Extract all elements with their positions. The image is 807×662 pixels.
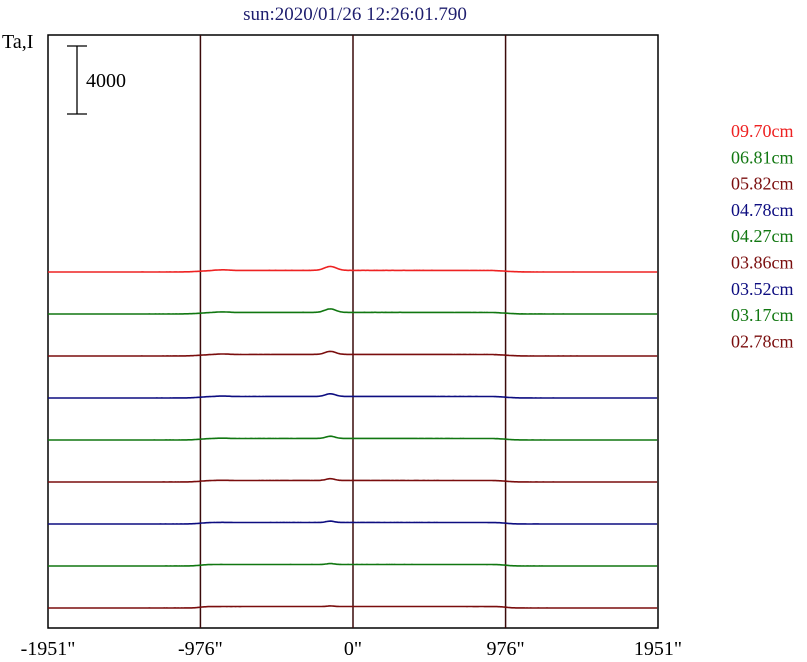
legend-entry: 03.52cm <box>731 279 794 299</box>
x-tick-label: -1951" <box>21 638 76 660</box>
series-line <box>48 477 658 483</box>
vertical-reference-lines <box>199 35 507 628</box>
x-tick-labels: -1951" -976" 0" 976" 1951" <box>21 638 683 660</box>
series-line <box>48 265 658 273</box>
legend-entry: 04.78cm <box>731 200 794 220</box>
x-tick-label: -976" <box>178 638 223 660</box>
series-line <box>48 562 658 567</box>
legend: 09.70cm 06.81cm 05.82cm 04.78cm 04.27cm 03.86… <box>731 121 794 351</box>
legend-entry: 05.82cm <box>731 174 794 194</box>
x-tick-label: 1951" <box>634 638 682 660</box>
series-line <box>48 605 658 609</box>
scale-bar-label: 4000 <box>86 70 126 92</box>
x-tick-label: 0" <box>344 638 362 660</box>
legend-entry: 04.27cm <box>731 226 794 246</box>
y-axis-label: Ta,I <box>2 31 33 53</box>
series-curves <box>48 265 658 609</box>
scale-bar: 4000 <box>67 45 126 115</box>
series-line <box>48 520 658 525</box>
series-line <box>48 393 658 399</box>
legend-entry: 02.78cm <box>731 331 794 351</box>
x-tick-label: 976" <box>486 638 524 660</box>
legend-entry: 03.86cm <box>731 253 794 273</box>
series-line <box>48 435 658 441</box>
legend-entry: 09.70cm <box>731 121 794 141</box>
chart-title: sun:2020/01/26 12:26:01.790 <box>243 4 467 25</box>
series-line <box>48 350 658 357</box>
legend-entry: 03.17cm <box>731 305 794 325</box>
legend-entry: 06.81cm <box>731 147 794 167</box>
series-line <box>48 308 658 315</box>
